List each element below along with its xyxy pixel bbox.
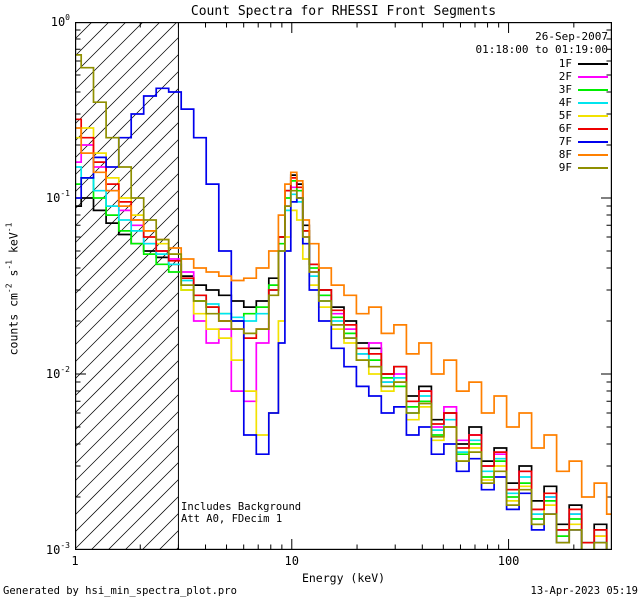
legend-label: 6F — [558, 122, 572, 135]
legend-label: 8F — [558, 148, 572, 161]
generator-credit: Generated by hsi_min_spectra_plot.pro — [3, 585, 237, 597]
legend-item-1F: 1F — [559, 57, 608, 70]
y-axis-label-text: counts cm-2 s-1 keV-1 — [4, 222, 21, 356]
chart-title: Count Spectra for RHESSI Front Segments — [190, 4, 497, 19]
x-tick-label: 10 — [284, 554, 299, 568]
y-tick-label: 100 — [50, 13, 70, 29]
legend-label: 3F — [558, 83, 572, 96]
series-9F — [75, 54, 612, 550]
legend-label: 5F — [558, 109, 572, 122]
legend-item-8F: 8F — [559, 148, 608, 161]
plot-area — [75, 22, 612, 550]
time-range-label: 01:18:00 to 01:19:00 — [475, 43, 608, 56]
legend-item-6F: 6F — [559, 122, 608, 135]
legend-swatch — [578, 88, 608, 91]
generated-timestamp: 13-Apr-2023 05:19 — [530, 585, 638, 597]
x-axis-label: Energy (keV) — [301, 571, 386, 585]
legend-swatch — [578, 140, 608, 143]
legend-swatch — [578, 75, 608, 78]
legend-label: 7F — [558, 135, 572, 148]
x-tick-label: 1 — [71, 554, 79, 568]
y-tick-label: 10-2 — [45, 365, 70, 381]
legend-swatch — [578, 166, 608, 169]
x-tick-label: 100 — [497, 554, 520, 568]
legend-item-7F: 7F — [559, 135, 608, 148]
hatch-region — [75, 22, 179, 550]
legend-item-5F: 5F — [559, 109, 608, 122]
legend-swatch — [578, 127, 608, 130]
legend-label: 1F — [558, 57, 572, 70]
legend: 1F 2F 3F 4F 5F 6F 7F 8F 9F — [559, 57, 608, 174]
legend-label: 2F — [558, 70, 572, 83]
y-tick-label: 10-1 — [45, 189, 70, 205]
legend-item-9F: 9F — [559, 161, 608, 174]
legend-label: 9F — [558, 161, 572, 174]
attenuator-note: Att A0, FDecim 1 — [181, 513, 283, 525]
legend-item-4F: 4F — [559, 96, 608, 109]
legend-item-3F: 3F — [559, 83, 608, 96]
legend-swatch — [578, 62, 608, 65]
background-note: Includes Background — [181, 501, 302, 513]
legend-swatch — [578, 153, 608, 156]
series-6F — [75, 118, 612, 550]
date-label: 26-Sep-2007 — [535, 30, 608, 43]
legend-item-2F: 2F — [559, 70, 608, 83]
legend-label: 4F — [558, 96, 572, 109]
plot-frame — [75, 22, 612, 550]
y-tick-label: 10-3 — [45, 541, 70, 557]
legend-swatch — [578, 114, 608, 117]
legend-swatch — [578, 101, 608, 104]
